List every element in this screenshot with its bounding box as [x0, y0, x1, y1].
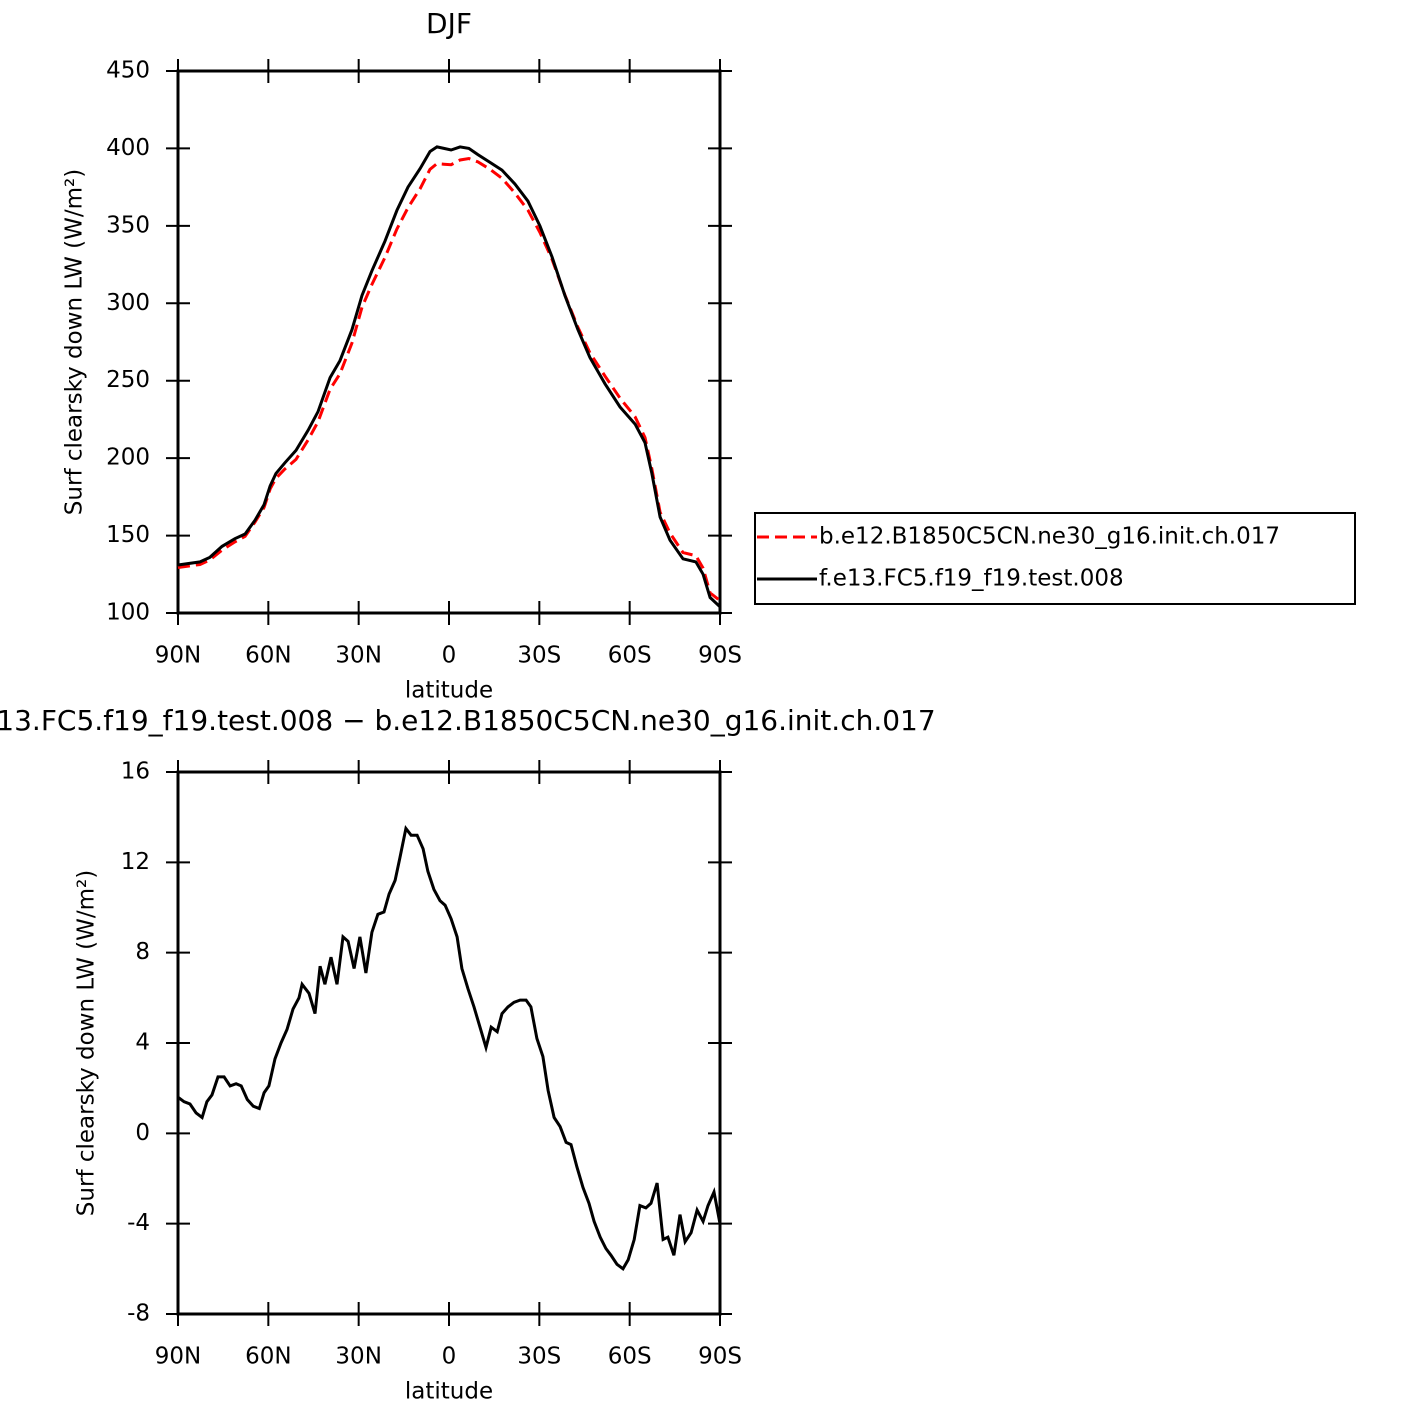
chart-title: f.e13.FC5.f19_f19.test.008 − b.e12.B1850…	[0, 704, 936, 737]
data-line	[177, 145, 722, 608]
y-tick-label: 400	[106, 135, 150, 161]
legend-label: b.e12.B1850C5CN.ne30_g16.init.ch.017	[819, 524, 1280, 550]
y-tick-label: 450	[106, 58, 150, 84]
chart-title: DJF	[426, 7, 472, 40]
y-tick-label: 350	[106, 212, 150, 238]
x-tick-label: 60N	[245, 643, 291, 669]
x-tick-label: 0	[442, 643, 457, 669]
y-tick-label: -4	[127, 1210, 150, 1236]
x-tick-label: 90N	[155, 1344, 201, 1370]
y-tick-label: 100	[106, 600, 150, 626]
plot-frame	[176, 69, 722, 615]
y-tick-label: 12	[121, 849, 150, 875]
legend-box	[754, 512, 1356, 605]
y-axis-label: Surf clearsky down LW (W/m²)	[74, 870, 100, 1216]
x-tick-label: 30S	[517, 643, 561, 669]
data-line	[177, 825, 722, 1272]
y-tick-label: -8	[127, 1301, 150, 1327]
x-tick-label: 60S	[608, 643, 652, 669]
x-tick-label: 30N	[335, 643, 381, 669]
y-tick-label: 150	[106, 522, 150, 548]
y-tick-label: 300	[106, 290, 150, 316]
x-tick-label: 90N	[155, 643, 201, 669]
y-tick-label: 200	[106, 445, 150, 471]
y-axis-label: Surf clearsky down LW (W/m²)	[62, 169, 88, 515]
x-tick-label: 30S	[517, 1344, 561, 1370]
x-axis-label: latitude	[405, 1379, 493, 1405]
y-tick-label: 0	[135, 1120, 150, 1146]
plot-frame	[176, 770, 722, 1316]
y-tick-label: 8	[135, 939, 150, 965]
x-tick-label: 90S	[698, 1344, 742, 1370]
x-tick-label: 0	[442, 1344, 457, 1370]
y-tick-label: 4	[135, 1030, 150, 1056]
legend-label: f.e13.FC5.f19_f19.test.008	[819, 566, 1124, 592]
x-tick-label: 30N	[335, 1344, 381, 1370]
x-axis-label: latitude	[405, 678, 493, 704]
x-tick-label: 60S	[608, 1344, 652, 1370]
x-tick-label: 60N	[245, 1344, 291, 1370]
y-tick-label: 16	[121, 759, 150, 785]
data-line	[177, 156, 721, 602]
y-tick-label: 250	[106, 367, 150, 393]
x-tick-label: 90S	[698, 643, 742, 669]
